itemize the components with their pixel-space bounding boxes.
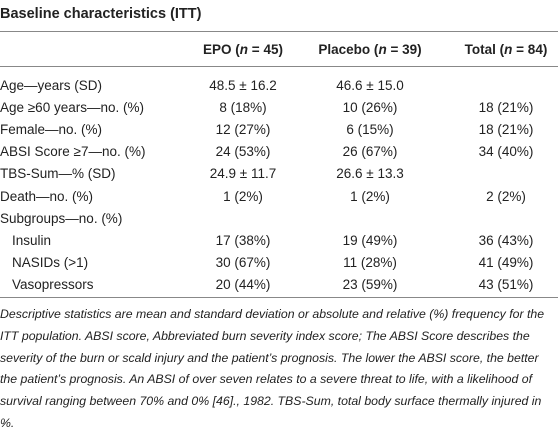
- column-header: Total (n = 84): [465, 41, 548, 59]
- rule: [0, 31, 558, 32]
- row-label: TBS-Sum—% (SD): [0, 166, 116, 182]
- cell: 43 (51%): [478, 276, 534, 292]
- cell: 36 (43%): [478, 232, 534, 248]
- header-run: n: [239, 42, 249, 57]
- footnote: Descriptive statistics are mean and stan…: [0, 307, 545, 430]
- row-label: Vasopressors: [12, 276, 94, 292]
- cell: 12 (27%): [215, 122, 271, 138]
- rule: [0, 66, 558, 67]
- column-header: Placebo (n = 39): [318, 41, 421, 59]
- cell: 23 (59%): [342, 276, 398, 292]
- cell: 20 (44%): [215, 276, 271, 292]
- header-run: n: [504, 42, 513, 57]
- subgroup-label: Subgroups—no. (%): [0, 210, 123, 226]
- row-label: NASIDs (>1): [12, 254, 89, 270]
- cell: 18 (21%): [478, 122, 534, 138]
- row-label: ABSI Score ≥7—no. (%): [0, 144, 146, 160]
- row-label: Age—years (SD): [0, 78, 103, 93]
- table-title: Baseline characteristics (ITT): [0, 6, 202, 22]
- cell: 48.5 ± 16.2: [209, 78, 277, 93]
- header-run: = 84): [512, 42, 548, 57]
- header-run: = 39): [386, 42, 422, 57]
- cell: 26.6 ± 13.3: [336, 166, 404, 182]
- cell: 24 (53%): [215, 144, 271, 160]
- header-run: Placebo (: [318, 42, 379, 57]
- header-run: Total (: [464, 42, 505, 57]
- row-label: Death—no. (%): [0, 188, 94, 204]
- cell: 26 (67%): [342, 144, 398, 160]
- header-run: n: [378, 42, 387, 57]
- cell: 17 (38%): [215, 232, 271, 248]
- header-run: EPO (: [203, 42, 240, 57]
- header-run: = 45): [248, 42, 283, 57]
- cell: 19 (49%): [342, 232, 398, 248]
- cell: 34 (40%): [478, 144, 534, 160]
- row-label: Female—no. (%): [0, 122, 103, 138]
- cell: 10 (26%): [342, 100, 398, 116]
- column-header: EPO (n = 45): [203, 41, 283, 59]
- row-label: Insulin: [12, 232, 52, 248]
- cell: 46.6 ± 15.0: [336, 78, 404, 93]
- cell: 11 (28%): [343, 254, 397, 270]
- row-label: Age ≥60 years—no. (%): [0, 100, 144, 116]
- cell: 1 (2%): [223, 188, 263, 204]
- cell: 1 (2%): [350, 188, 390, 204]
- cell: 6 (15%): [346, 122, 394, 138]
- cell: 41 (49%): [478, 254, 534, 270]
- cell: 30 (67%): [215, 254, 271, 270]
- cell: 8 (18%): [219, 100, 267, 116]
- cell: 18 (21%): [478, 100, 534, 116]
- cell: 2 (2%): [486, 188, 526, 204]
- rule: [0, 297, 558, 298]
- cell: 24.9 ± 11.7: [209, 166, 277, 182]
